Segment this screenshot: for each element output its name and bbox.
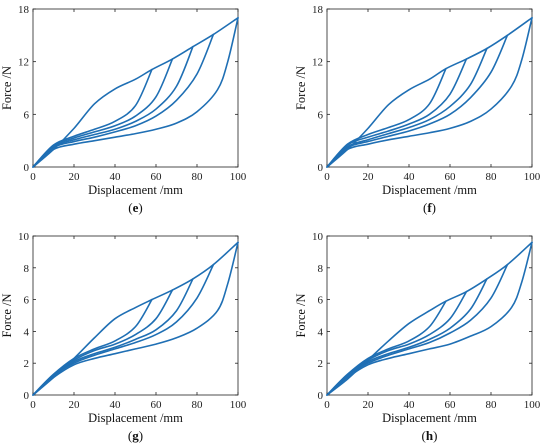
x-tick-label: 80 xyxy=(192,399,204,411)
y-tick-label: 4 xyxy=(24,326,30,338)
y-tick-label: 0 xyxy=(318,162,324,174)
unloading-curve-5 xyxy=(32,16,239,168)
panel-h: 0 20 40 60 80 100 0 2 4 6 8 10 Displacement /mm Force… xyxy=(294,231,541,443)
panel-caption: (f) xyxy=(423,200,436,215)
x-tick-label: 0 xyxy=(30,171,36,183)
x-axis-label: Displacement /mm xyxy=(88,183,183,197)
x-tick-label: 100 xyxy=(524,171,541,183)
unloading-curve-5 xyxy=(326,16,533,168)
loading-curve xyxy=(326,241,533,396)
caption-open-paren: ( xyxy=(128,428,132,443)
unloading-curve-2 xyxy=(326,290,468,396)
y-tick-label: 12 xyxy=(312,57,323,69)
y-tick-label: 6 xyxy=(24,295,30,307)
plot-frame xyxy=(32,235,239,396)
y-axis-label: Force /N xyxy=(294,66,308,110)
x-tick-label: 40 xyxy=(404,399,416,411)
x-tick-label: 0 xyxy=(324,171,330,183)
caption-close-paren: ) xyxy=(138,200,142,215)
unloading-curve-4 xyxy=(32,263,215,396)
plot-frame xyxy=(32,8,239,168)
loading-curve xyxy=(32,16,239,168)
x-tick-label: 60 xyxy=(151,171,163,183)
x-tick-label: 100 xyxy=(230,399,247,411)
caption-open-paren: ( xyxy=(422,428,426,443)
y-tick-label: 2 xyxy=(24,358,30,370)
x-axis-label: Displacement /mm xyxy=(382,411,477,425)
unloading-curve-4 xyxy=(326,263,509,396)
x-tick-label: 40 xyxy=(110,399,122,411)
x-tick-label: 20 xyxy=(69,399,81,411)
y-tick-label: 6 xyxy=(24,109,30,121)
panel-caption: (e) xyxy=(128,200,142,215)
plot-frame xyxy=(326,8,533,168)
caption-close-paren: ) xyxy=(433,428,437,443)
panel-g: 0 20 40 60 80 100 0 2 4 6 8 10 Displacement /mm Force… xyxy=(0,231,247,443)
y-tick-label: 8 xyxy=(24,263,30,275)
y-tick-label: 6 xyxy=(318,109,324,121)
x-tick-label: 0 xyxy=(324,399,330,411)
y-tick-label: 18 xyxy=(312,4,324,16)
y-axis-label: Force /N xyxy=(294,293,308,337)
x-tick-label: 40 xyxy=(110,171,122,183)
caption-open-paren: ( xyxy=(423,200,427,215)
y-tick-label: 8 xyxy=(318,263,324,275)
x-tick-label: 20 xyxy=(363,399,375,411)
caption-letter: e xyxy=(133,200,139,215)
y-axis-label: Force /N xyxy=(0,66,14,110)
panel-f: 0 20 40 60 80 100 0 6 12 18 Displacement /mm Force … xyxy=(294,4,541,215)
y-axis-label: Force /N xyxy=(0,293,14,337)
unloading-curve-2 xyxy=(32,289,174,396)
x-tick-label: 60 xyxy=(151,399,163,411)
loading-curve xyxy=(32,241,239,396)
caption-letter: h xyxy=(426,428,434,443)
x-tick-label: 80 xyxy=(486,171,498,183)
x-axis-label: Displacement /mm xyxy=(382,183,477,197)
y-tick-label: 4 xyxy=(318,326,324,338)
unloading-curve-2 xyxy=(326,58,468,168)
caption-letter: f xyxy=(427,200,432,215)
y-tick-label: 0 xyxy=(24,390,30,402)
y-tick-label: 18 xyxy=(18,4,30,16)
unloading-curve-5 xyxy=(326,241,533,396)
y-tick-label: 6 xyxy=(318,295,324,307)
x-tick-label: 0 xyxy=(30,399,36,411)
caption-close-paren: ) xyxy=(432,200,436,215)
x-axis-label: Displacement /mm xyxy=(88,411,183,425)
x-tick-label: 60 xyxy=(445,399,457,411)
x-tick-label: 20 xyxy=(363,171,375,183)
x-tick-label: 20 xyxy=(69,171,81,183)
loading-curve xyxy=(326,16,533,168)
caption-open-paren: ( xyxy=(128,200,132,215)
y-tick-label: 10 xyxy=(18,231,30,243)
unloading-curve-4 xyxy=(32,33,215,168)
x-tick-label: 100 xyxy=(230,171,247,183)
caption-close-paren: ) xyxy=(139,428,143,443)
x-tick-label: 80 xyxy=(486,399,498,411)
x-tick-label: 60 xyxy=(445,171,457,183)
y-tick-label: 10 xyxy=(312,231,324,243)
y-tick-label: 0 xyxy=(24,162,30,174)
panel-caption: (g) xyxy=(128,428,143,443)
y-tick-label: 0 xyxy=(318,390,324,402)
unloading-curve-5 xyxy=(32,241,239,396)
plot-frame xyxy=(326,235,533,396)
caption-letter: g xyxy=(132,428,139,443)
y-tick-label: 12 xyxy=(18,57,29,69)
panel-caption: (h) xyxy=(422,428,438,443)
unloading-curve-2 xyxy=(32,58,174,168)
x-tick-label: 100 xyxy=(524,399,541,411)
x-tick-label: 40 xyxy=(404,171,416,183)
x-tick-label: 80 xyxy=(192,171,204,183)
y-tick-label: 2 xyxy=(318,358,324,370)
unloading-curve-4 xyxy=(326,34,509,168)
panel-e: 0 20 40 60 80 100 0 6 12 18 Displacement /mm Force … xyxy=(0,4,247,215)
